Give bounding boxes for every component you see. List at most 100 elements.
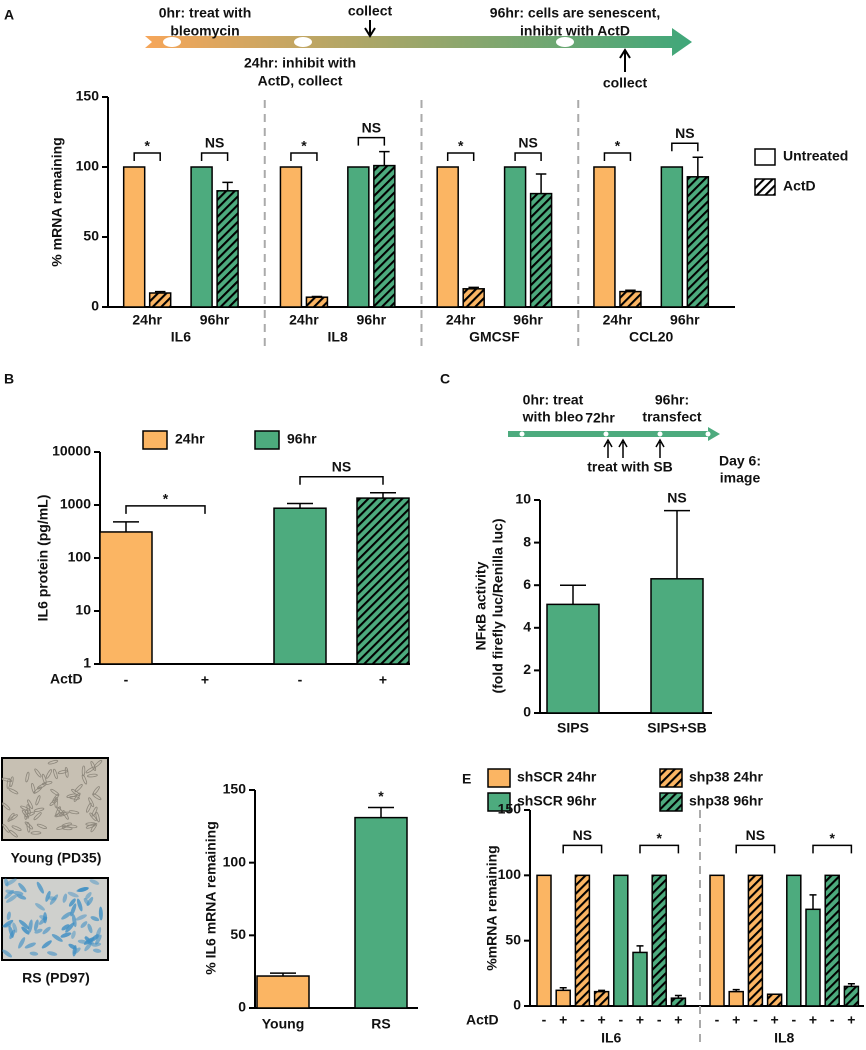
y-tick-label: 0 (91, 298, 99, 314)
significance-bracket (639, 844, 680, 854)
x-tick-label: SIPS+SB (647, 720, 707, 736)
cell (4, 889, 14, 900)
treatment-label: + (674, 1012, 682, 1028)
cell (69, 796, 80, 800)
cell (25, 771, 30, 783)
cell (92, 786, 100, 796)
error-bar (692, 156, 704, 177)
cell (18, 882, 27, 893)
y-tick-label: 150 (498, 801, 522, 817)
cell (6, 911, 11, 921)
y-tick-label: 1000 (60, 496, 91, 512)
cell (21, 809, 30, 819)
legend-label: shSCR 96hr (517, 793, 597, 809)
cell (53, 768, 58, 780)
x-tick-label: 24hr (132, 312, 162, 328)
cell (26, 821, 31, 833)
legend-swatch (659, 792, 683, 812)
error-bar (732, 988, 740, 992)
group-label: IL6 (171, 329, 191, 345)
panel-label: B (4, 371, 14, 387)
cell (61, 911, 72, 920)
legend-swatch (754, 178, 776, 196)
bar (632, 951, 648, 1007)
cell (71, 930, 76, 939)
cell (65, 922, 75, 933)
cell (74, 784, 83, 793)
cell (77, 939, 88, 944)
y-tick-label: 1 (83, 655, 91, 671)
cell (51, 933, 63, 942)
timeline-label: collect (348, 3, 393, 19)
timeline-dot (657, 431, 663, 437)
error-bar (287, 502, 313, 509)
error-bar (847, 983, 855, 987)
cell (2, 823, 10, 833)
timeline-arrow (508, 427, 720, 441)
cell (85, 822, 97, 826)
bar (503, 166, 527, 308)
timeline-label: ActD, collect (258, 73, 343, 89)
y-tick-label: 10 (75, 602, 91, 618)
x-tick-label: 96hr (670, 312, 700, 328)
cell (77, 887, 89, 892)
error-bar (113, 521, 139, 532)
significance-label: NS (675, 125, 694, 141)
cell (33, 919, 39, 931)
cell (52, 793, 59, 803)
bar (373, 164, 396, 308)
treatment-label: - (830, 1012, 835, 1028)
cell (12, 890, 24, 896)
significance-label: * (163, 491, 169, 507)
cell (93, 759, 103, 768)
y-tick-label: 0 (523, 704, 531, 720)
cell (61, 924, 70, 931)
error-bar (154, 290, 166, 293)
y-tick-label: 8 (523, 533, 531, 549)
bar (279, 166, 303, 308)
x-tick-label: 24hr (603, 312, 633, 328)
cell (33, 807, 45, 812)
bar (356, 497, 410, 665)
cell (60, 932, 72, 938)
legend-swatch (254, 430, 280, 450)
timeline-dot (519, 431, 525, 437)
treatment-label: - (791, 1012, 796, 1028)
treatment-label: - (657, 1012, 662, 1028)
bar (256, 975, 310, 1009)
y-tick-label: 4 (523, 619, 531, 635)
cell (8, 814, 18, 821)
cell (91, 942, 102, 947)
panel-label: A (4, 7, 14, 23)
cell (92, 948, 102, 953)
cell (18, 937, 26, 949)
treatment-label: - (542, 1012, 547, 1028)
y-tick-label: 150 (76, 88, 100, 104)
x-tick-label: 24hr (446, 312, 476, 328)
significance-label: * (829, 830, 835, 846)
cell (72, 945, 77, 957)
cell (92, 793, 102, 801)
significance-label: NS (573, 827, 592, 843)
timeline-label: 96hr: (655, 392, 689, 408)
cell (6, 894, 18, 903)
cell (76, 898, 83, 912)
significance-label: * (615, 138, 621, 154)
y-tick-label: 0 (238, 999, 246, 1015)
cell (90, 916, 100, 922)
cell (34, 768, 42, 778)
x-tick-label: Young (262, 1016, 305, 1032)
cell (21, 926, 30, 935)
timeline-label: 0hr: treat with (159, 5, 252, 21)
cell (80, 921, 88, 928)
cell (90, 822, 98, 833)
significance-label: * (378, 788, 384, 804)
cell (87, 773, 98, 778)
y-tick-label: 50 (83, 228, 99, 244)
cell (20, 805, 31, 812)
x-tick-label: RS (371, 1016, 390, 1032)
bar (305, 296, 329, 308)
cell (95, 811, 100, 823)
error-bar (636, 945, 644, 953)
cell (3, 919, 14, 928)
